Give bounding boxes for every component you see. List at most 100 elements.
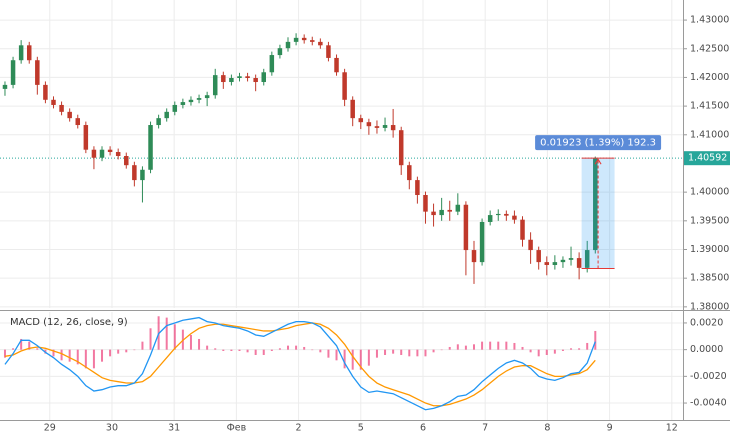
candle-body: [366, 122, 372, 127]
candle-body: [471, 250, 477, 263]
histogram-bar: [456, 344, 459, 350]
candle-body: [584, 250, 590, 268]
histogram-bar: [133, 349, 136, 351]
candle-body: [536, 250, 541, 263]
candle-body: [212, 75, 218, 96]
y-tick-label: 1.41000: [690, 129, 729, 140]
candle-body: [301, 37, 307, 41]
macd-line: [4, 316, 596, 411]
x-tick-label: 9: [607, 423, 613, 434]
histogram-bar: [570, 348, 573, 350]
last-price-label: 1.40592: [688, 153, 727, 164]
candle-body: [334, 57, 339, 73]
histogram-bar: [392, 349, 395, 354]
histogram-bar: [416, 349, 419, 357]
histogram-bar: [359, 349, 362, 370]
histogram-bar: [60, 349, 63, 361]
x-tick-label: 12: [666, 423, 678, 434]
candle-body: [407, 165, 412, 181]
candle-body: [221, 75, 226, 83]
measure-arrow-head: [594, 158, 602, 165]
histogram-bar: [351, 349, 354, 370]
candle-body: [51, 99, 56, 105]
histogram-bar: [222, 349, 225, 351]
candle-body: [310, 40, 315, 42]
candle-body: [326, 45, 331, 58]
histogram-bar: [303, 346, 306, 350]
candle-body: [91, 149, 97, 158]
histogram-bar: [367, 349, 370, 366]
histogram-bar: [52, 349, 55, 357]
histogram-bar: [109, 349, 112, 357]
candle-body: [115, 151, 121, 157]
histogram-bar: [400, 349, 403, 355]
histogram-bar: [529, 349, 532, 353]
histogram-bar: [287, 345, 290, 350]
x-tick-label: 8: [544, 423, 550, 434]
candle-body: [568, 258, 574, 260]
candle-body: [164, 111, 169, 119]
candle-body: [245, 76, 250, 79]
histogram-bar: [101, 349, 104, 362]
histogram-bar: [270, 349, 273, 351]
histogram-bar: [230, 349, 233, 351]
candle-body: [277, 48, 283, 56]
histogram-bar: [481, 341, 484, 350]
histogram-bar: [68, 349, 71, 362]
histogram-bar: [12, 348, 15, 350]
x-tick-label: 6: [420, 423, 426, 434]
candle-body: [99, 149, 105, 158]
candle-body: [431, 211, 436, 216]
candle-body: [26, 45, 32, 61]
candle-body: [423, 195, 428, 212]
histogram-bar: [408, 349, 411, 357]
candle-body: [358, 118, 364, 123]
candle-body: [544, 262, 550, 265]
plot-layer: 29 30 31 Фев 2 5 6 7 8 9 12 0.01923 (1.39%) 192.3: [0, 0, 683, 434]
candle-body: [350, 99, 355, 119]
histogram-bar: [141, 341, 144, 350]
candle-body: [512, 215, 517, 220]
candle-body: [479, 221, 485, 263]
histogram-bar: [424, 349, 427, 357]
candle-body: [520, 219, 525, 240]
x-tick-label: Фев: [227, 423, 247, 434]
histogram-bar: [173, 324, 176, 350]
histogram-bar: [384, 349, 387, 355]
histogram-bar: [295, 345, 298, 350]
candle-body: [83, 125, 89, 150]
candle-body: [398, 130, 404, 166]
histogram-bar: [198, 338, 201, 350]
candle-body: [107, 149, 113, 152]
histogram-bar: [521, 346, 524, 350]
histogram-bar: [327, 349, 330, 358]
candle-body: [528, 239, 533, 251]
candle-body: [342, 72, 347, 100]
histogram-bar: [36, 348, 39, 350]
candle-body: [552, 262, 558, 265]
candle-body: [447, 209, 452, 212]
y-tick-label: 1.42500: [690, 43, 729, 54]
histogram-bar: [464, 345, 467, 350]
candle-body: [293, 37, 299, 42]
x-tick-label: 30: [106, 423, 118, 434]
candle-body: [132, 165, 137, 181]
histogram-bar: [319, 349, 322, 353]
x-tick-label: 7: [482, 423, 488, 434]
histogram-bar: [3, 349, 6, 358]
candle-body: [172, 104, 178, 112]
histogram-bar: [278, 348, 281, 350]
histogram-bar: [206, 345, 209, 350]
signal-line: [4, 322, 596, 407]
candle-body: [439, 209, 444, 216]
candle-body: [382, 125, 388, 128]
y-tick-label: 1.38000: [690, 301, 729, 312]
histogram-bar: [125, 349, 128, 353]
histogram-bar: [553, 349, 556, 354]
histogram-bar: [472, 344, 475, 350]
histogram-bar: [545, 349, 548, 355]
measure-label: 0.01923 (1.39%) 192.3: [540, 138, 656, 149]
candle-body: [576, 258, 582, 268]
candle-body: [180, 102, 186, 105]
